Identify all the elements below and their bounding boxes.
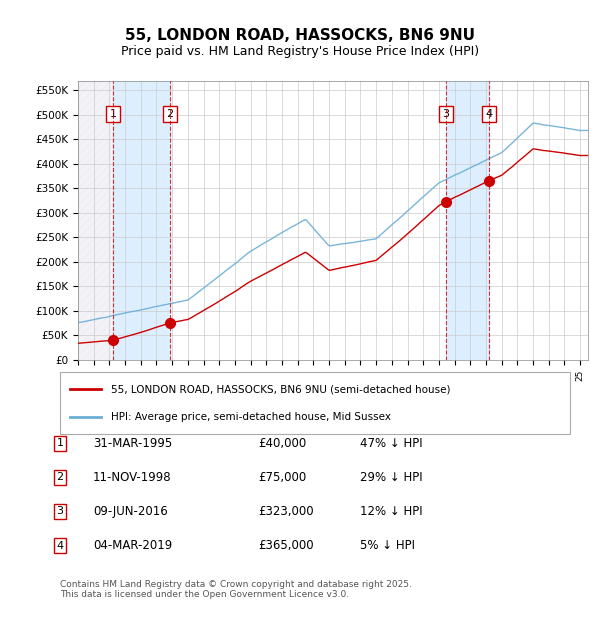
Text: 1: 1: [56, 438, 64, 448]
Text: 55, LONDON ROAD, HASSOCKS, BN6 9NU (semi-detached house): 55, LONDON ROAD, HASSOCKS, BN6 9NU (semi…: [111, 384, 451, 394]
Text: 09-JUN-2016: 09-JUN-2016: [93, 505, 168, 518]
Text: 04-MAR-2019: 04-MAR-2019: [93, 539, 172, 552]
Text: 47% ↓ HPI: 47% ↓ HPI: [360, 437, 422, 450]
Text: 29% ↓ HPI: 29% ↓ HPI: [360, 471, 422, 484]
Text: 5% ↓ HPI: 5% ↓ HPI: [360, 539, 415, 552]
Text: 1: 1: [110, 109, 117, 119]
Text: 4: 4: [56, 541, 64, 551]
Bar: [78, 81, 113, 360]
FancyBboxPatch shape: [60, 372, 570, 434]
Text: 11-NOV-1998: 11-NOV-1998: [93, 471, 172, 484]
Text: 2: 2: [166, 109, 173, 119]
Text: 31-MAR-1995: 31-MAR-1995: [93, 437, 172, 450]
Text: Contains HM Land Registry data © Crown copyright and database right 2025.
This d: Contains HM Land Registry data © Crown c…: [60, 580, 412, 599]
Bar: [446, 81, 488, 360]
Text: 55, LONDON ROAD, HASSOCKS, BN6 9NU: 55, LONDON ROAD, HASSOCKS, BN6 9NU: [125, 28, 475, 43]
Text: £365,000: £365,000: [258, 539, 314, 552]
Text: 2: 2: [56, 472, 64, 482]
Text: 3: 3: [56, 507, 64, 516]
Text: 3: 3: [442, 109, 449, 119]
Text: HPI: Average price, semi-detached house, Mid Sussex: HPI: Average price, semi-detached house,…: [111, 412, 391, 422]
Text: £75,000: £75,000: [258, 471, 306, 484]
Bar: [113, 81, 170, 360]
Text: Price paid vs. HM Land Registry's House Price Index (HPI): Price paid vs. HM Land Registry's House …: [121, 45, 479, 58]
Text: £40,000: £40,000: [258, 437, 306, 450]
Text: 4: 4: [485, 109, 492, 119]
Text: 12% ↓ HPI: 12% ↓ HPI: [360, 505, 422, 518]
Text: £323,000: £323,000: [258, 505, 314, 518]
